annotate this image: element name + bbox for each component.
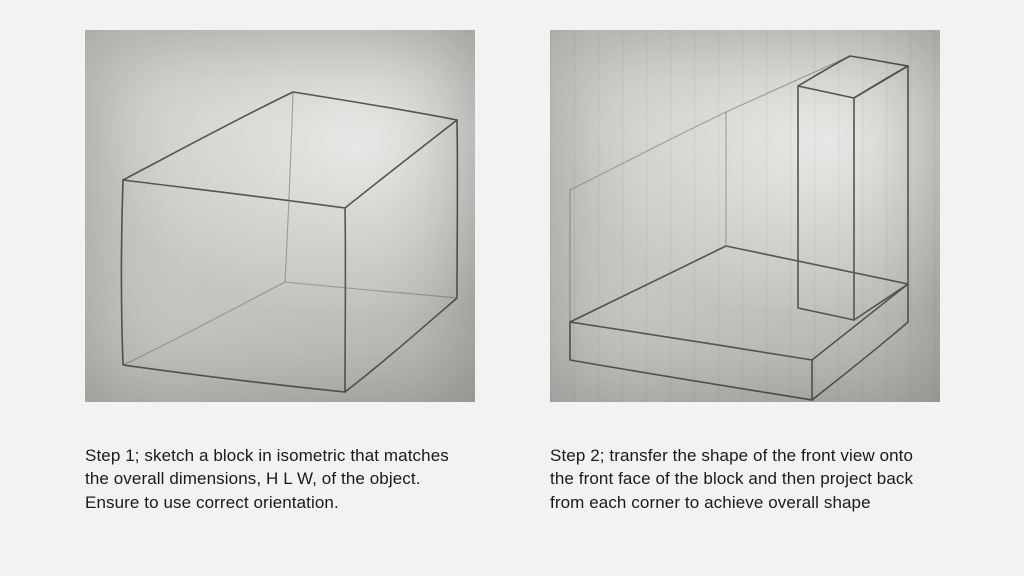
step-2-column: Step 2; transfer the shape of the front … [550,30,940,576]
step-2-caption: Step 2; transfer the shape of the front … [550,444,930,514]
step-1-photo [85,30,475,402]
photo-vignette [85,30,475,402]
step-2-photo [550,30,940,402]
tutorial-page: Step 1; sketch a block in isometric that… [0,0,1024,576]
step-1-column: Step 1; sketch a block in isometric that… [85,30,475,576]
step-1-caption: Step 1; sketch a block in isometric that… [85,444,465,514]
photo-vignette [550,30,940,402]
